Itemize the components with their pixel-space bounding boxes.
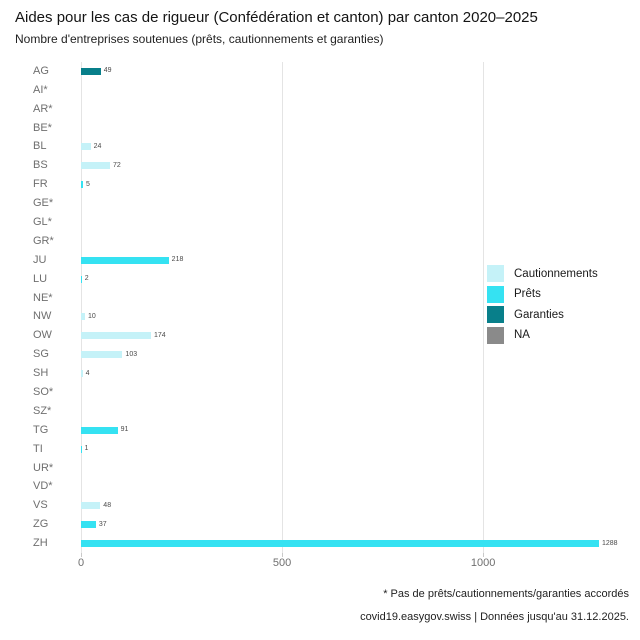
bar-value-BL: 24 bbox=[93, 142, 102, 150]
bar-value-BS: 72 bbox=[112, 161, 121, 169]
legend-item-prets[interactable]: Prêts bbox=[487, 285, 598, 303]
y-axis-label-FR: FR bbox=[33, 178, 48, 191]
y-axis-label-VD: VD* bbox=[33, 480, 53, 493]
legend-item-garanties[interactable]: Garanties bbox=[487, 306, 598, 323]
y-axis-label-TG: TG bbox=[33, 423, 49, 436]
legend-swatch-prets bbox=[487, 285, 504, 303]
legend-label-garanties: Garanties bbox=[514, 308, 564, 321]
bar-LU[interactable] bbox=[81, 275, 82, 283]
source-line: covid19.easygov.swiss | Données jusqu'au… bbox=[360, 611, 629, 623]
legend-item-cautionnements[interactable]: Cautionnements bbox=[487, 265, 598, 282]
legend-swatch-na bbox=[487, 326, 504, 344]
x-tick-label: 500 bbox=[272, 557, 292, 569]
bar-value-AG: 49 bbox=[103, 67, 112, 75]
bar-value-SH: 4 bbox=[85, 369, 90, 377]
bar-VS[interactable] bbox=[81, 502, 101, 510]
legend-label-prets: Prêts bbox=[514, 288, 541, 300]
bar-value-TG: 91 bbox=[120, 426, 129, 434]
bar-ZG[interactable] bbox=[81, 521, 96, 529]
y-axis-label-GL: GL* bbox=[33, 216, 52, 229]
y-axis-label-GR: GR* bbox=[33, 234, 54, 247]
x-gridline bbox=[483, 62, 485, 553]
y-axis-label-LU: LU bbox=[33, 272, 48, 285]
bar-value-NW: 10 bbox=[88, 312, 96, 320]
bar-SH[interactable] bbox=[81, 370, 83, 378]
bar-value-ZG: 37 bbox=[98, 520, 107, 528]
x-tick-label: 0 bbox=[77, 557, 85, 569]
bar-TI[interactable] bbox=[81, 445, 82, 453]
y-axis-label-SZ: SZ* bbox=[33, 404, 52, 417]
y-axis-label-AI: AI* bbox=[33, 83, 48, 96]
bar-value-TI: 1 bbox=[84, 445, 89, 453]
bar-value-VS: 48 bbox=[103, 501, 112, 509]
y-axis-label-OW: OW bbox=[33, 329, 52, 342]
y-axis-label-NE: NE* bbox=[33, 291, 53, 304]
legend-label-na: NA bbox=[514, 329, 530, 341]
y-axis-label-BL: BL bbox=[33, 140, 47, 153]
bar-NW[interactable] bbox=[81, 313, 86, 321]
y-axis-label-GE: GE* bbox=[33, 197, 54, 210]
bar-FR[interactable] bbox=[81, 181, 83, 189]
bar-ZH[interactable] bbox=[81, 540, 599, 548]
bar-OW[interactable] bbox=[81, 332, 151, 340]
legend-swatch-cautionnements bbox=[487, 265, 504, 282]
y-axis-label-BE: BE* bbox=[33, 121, 52, 134]
x-axis-tick bbox=[282, 553, 284, 557]
legend-item-na[interactable]: NA bbox=[487, 326, 598, 344]
bar-value-FR: 5 bbox=[86, 180, 90, 188]
bar-value-LU: 2 bbox=[84, 275, 89, 283]
bar-BL[interactable] bbox=[81, 143, 91, 151]
y-axis-label-SO: SO* bbox=[33, 385, 54, 398]
y-axis-label-AG: AG bbox=[33, 64, 49, 77]
x-axis-tick bbox=[81, 553, 82, 557]
chart-subtitle: Nombre d'entreprises soutenues (prêts, c… bbox=[15, 32, 384, 46]
chart-title: Aides pour les cas de rigueur (Confédéra… bbox=[15, 9, 538, 26]
y-axis-label-ZH: ZH bbox=[33, 537, 48, 550]
y-axis-label-AR: AR* bbox=[33, 102, 53, 115]
bar-value-OW: 174 bbox=[153, 331, 166, 339]
y-axis-label-JU: JU bbox=[33, 253, 47, 266]
y-axis-label-TI: TI bbox=[33, 442, 43, 455]
x-axis-tick bbox=[483, 553, 485, 557]
legend-label-cautionnements: Cautionnements bbox=[514, 267, 598, 280]
legend: Cautionnements Prêts Garanties NA bbox=[487, 265, 598, 347]
legend-swatch-garanties bbox=[487, 306, 504, 323]
y-axis-label-BS: BS bbox=[33, 159, 48, 172]
bar-SG[interactable] bbox=[81, 351, 123, 359]
x-gridline bbox=[282, 62, 284, 553]
y-axis-label-UR: UR* bbox=[33, 461, 54, 474]
y-axis-label-VS: VS bbox=[33, 499, 48, 512]
y-axis-label-SG: SG bbox=[33, 348, 49, 361]
bar-value-ZH: 1288 bbox=[602, 539, 618, 547]
x-gridline bbox=[81, 62, 82, 553]
y-axis-label-SH: SH bbox=[33, 367, 49, 380]
y-axis-label-NW: NW bbox=[33, 310, 52, 323]
bar-BS[interactable] bbox=[81, 162, 110, 170]
y-axis-label-ZG: ZG bbox=[33, 518, 49, 531]
bar-AG[interactable] bbox=[81, 67, 101, 75]
bar-value-SG: 103 bbox=[125, 350, 138, 358]
bar-TG[interactable] bbox=[81, 426, 118, 434]
x-tick-label: 1000 bbox=[470, 557, 496, 569]
bar-JU[interactable] bbox=[81, 256, 169, 264]
bar-value-JU: 218 bbox=[171, 256, 184, 264]
footnote: * Pas de prêts/cautionnements/garanties … bbox=[383, 588, 629, 600]
